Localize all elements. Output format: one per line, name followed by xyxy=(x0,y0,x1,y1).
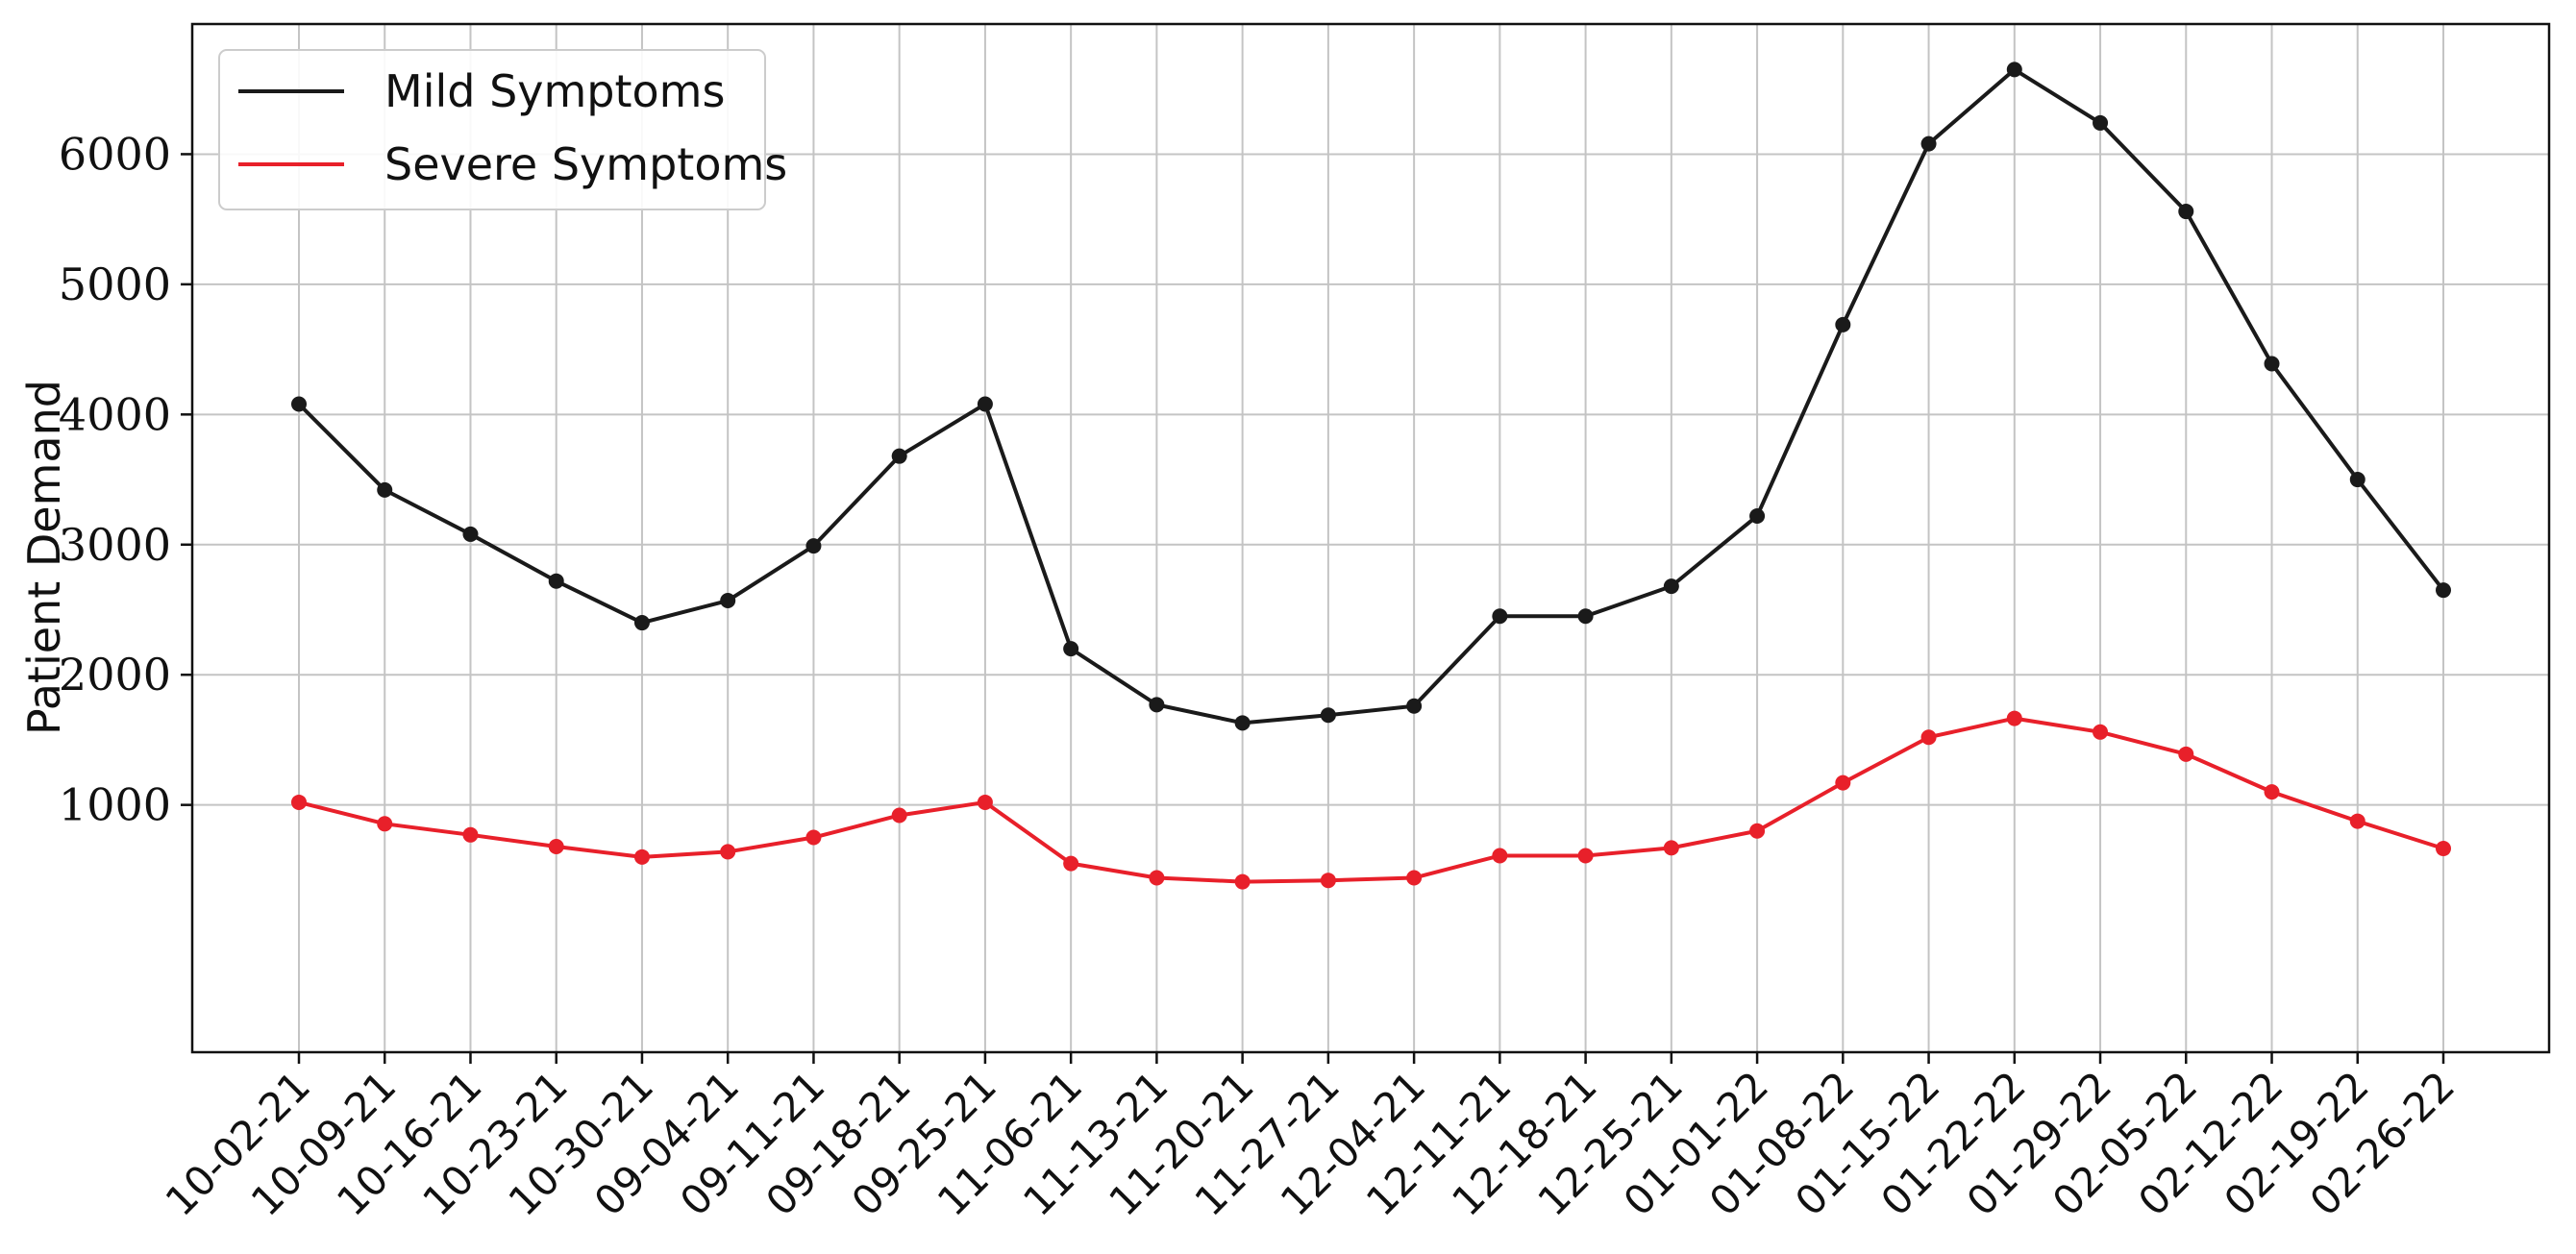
y-tick-label: 3000 xyxy=(59,519,171,571)
data-point xyxy=(633,615,650,631)
data-point xyxy=(462,826,479,843)
data-point xyxy=(1063,855,1079,872)
y-tick-label: 2000 xyxy=(59,649,171,701)
data-point xyxy=(1320,707,1336,724)
data-point xyxy=(377,816,393,832)
data-point xyxy=(891,448,907,464)
data-point xyxy=(1663,840,1679,856)
data-point xyxy=(1577,608,1594,625)
data-point xyxy=(2349,472,2365,488)
data-point xyxy=(2093,114,2109,131)
data-point xyxy=(1663,578,1679,595)
data-point xyxy=(291,396,307,412)
legend-entry: Mild Symptoms xyxy=(384,65,725,117)
data-point xyxy=(1234,873,1251,890)
data-point xyxy=(977,396,993,412)
data-point xyxy=(1149,870,1165,886)
y-axis-ticks: 1000 2000 3000 4000 5000 6000 xyxy=(59,128,192,831)
data-point xyxy=(377,481,393,498)
data-point xyxy=(891,807,907,824)
data-point xyxy=(1835,316,1851,332)
series-line-0 xyxy=(297,67,2445,725)
data-point xyxy=(720,593,736,609)
data-point xyxy=(548,839,564,854)
data-point xyxy=(805,829,822,846)
series-line-1 xyxy=(298,716,2444,884)
data-point xyxy=(1406,698,1423,714)
data-point xyxy=(2006,61,2022,78)
data-point xyxy=(633,848,650,865)
data-point xyxy=(291,794,307,810)
data-point xyxy=(1149,697,1165,713)
y-tick-label: 4000 xyxy=(59,388,171,440)
data-point xyxy=(805,538,822,554)
legend-entry: Severe Symptoms xyxy=(384,138,787,190)
data-point xyxy=(1749,507,1766,524)
data-point xyxy=(2178,746,2194,762)
data-point xyxy=(2178,204,2194,220)
data-point xyxy=(1234,715,1251,731)
data-point xyxy=(1406,870,1423,886)
legend-box xyxy=(218,49,766,210)
data-point xyxy=(1492,608,1508,625)
data-point xyxy=(1835,775,1851,791)
data-point xyxy=(2264,356,2280,372)
data-point xyxy=(548,573,564,589)
data-point xyxy=(2006,710,2022,726)
data-point xyxy=(462,526,479,542)
data-point xyxy=(1920,729,1937,746)
data-point xyxy=(2436,841,2451,857)
data-point xyxy=(1063,641,1079,657)
x-axis-ticks: 10-02-2110-09-2110-16-2110-23-2110-30-21… xyxy=(157,1052,2464,1225)
data-point xyxy=(2436,582,2451,599)
data-point xyxy=(977,794,993,810)
data-point xyxy=(1749,823,1766,839)
data-point xyxy=(2093,724,2109,740)
data-point xyxy=(2349,813,2365,829)
data-point xyxy=(1492,848,1508,864)
plot-area-frame xyxy=(190,22,2551,1054)
data-point xyxy=(1320,873,1336,889)
data-point xyxy=(720,844,736,860)
y-axis-label: Patient Demand xyxy=(18,380,70,735)
legend: Mild Symptoms Severe Symptoms xyxy=(218,49,787,210)
y-tick-label: 1000 xyxy=(59,779,171,831)
y-tick-label: 5000 xyxy=(59,258,171,310)
data-point xyxy=(1920,135,1937,152)
data-point xyxy=(1577,848,1594,864)
series-layer xyxy=(291,61,2451,890)
y-tick-label: 6000 xyxy=(59,128,171,180)
data-point xyxy=(2264,784,2280,800)
